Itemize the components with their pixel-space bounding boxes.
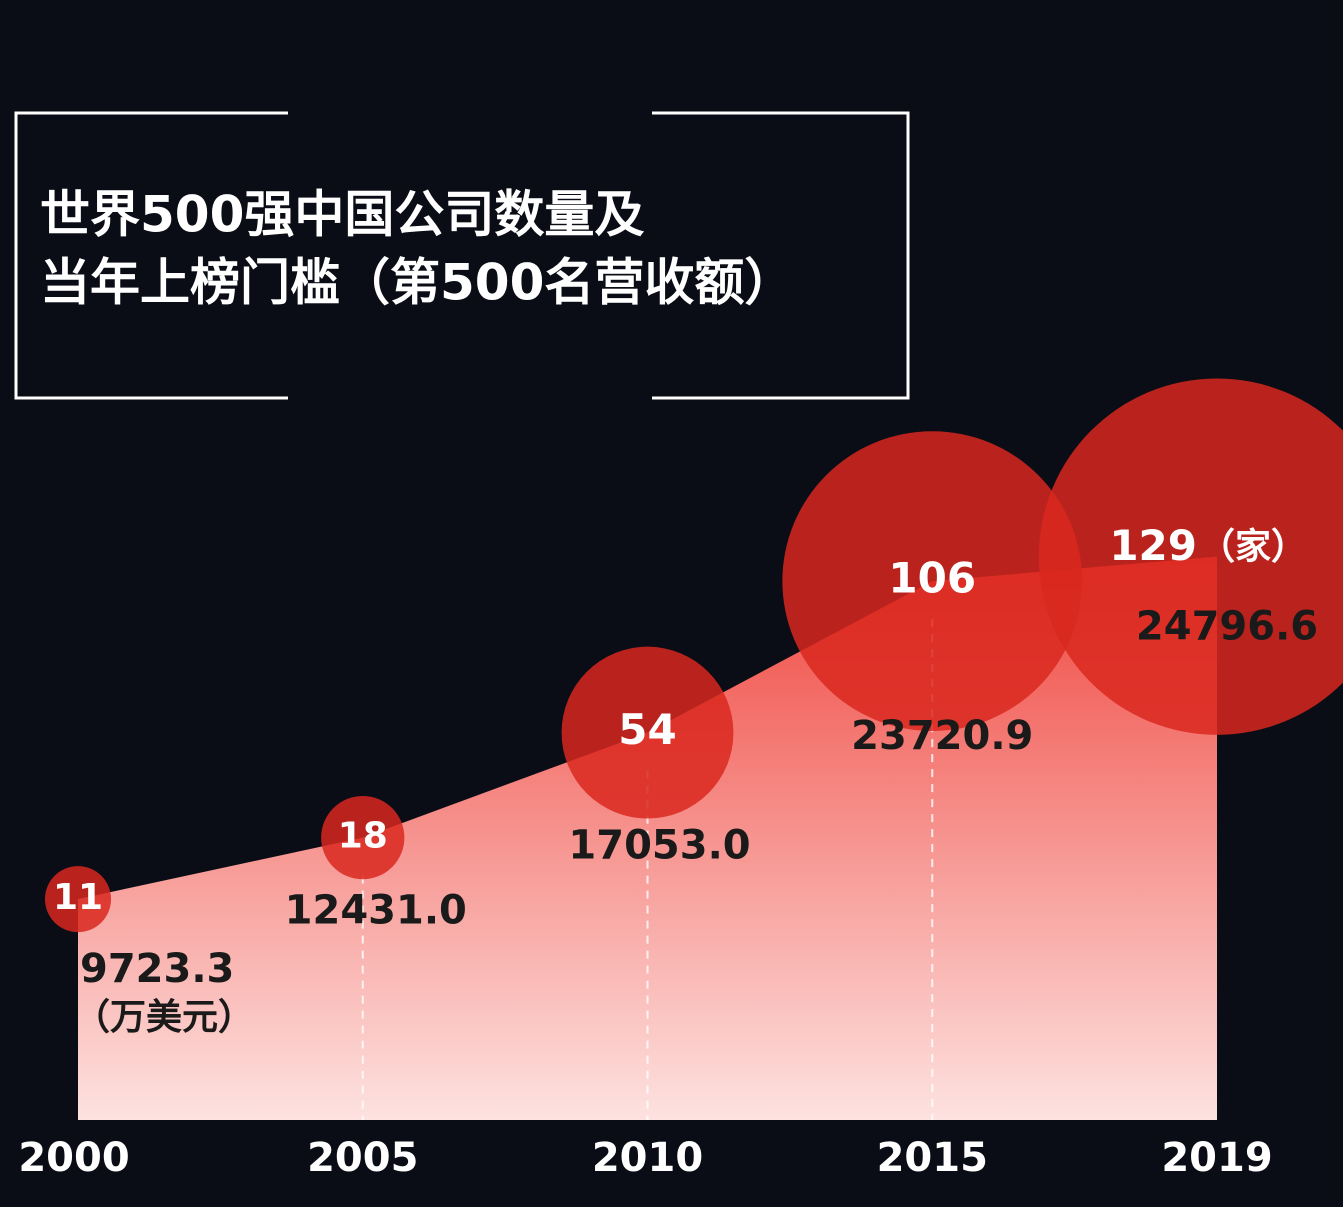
bubble (1038, 378, 1343, 735)
count-label: 106 (888, 554, 976, 603)
value-label: 12431.0 (285, 888, 467, 934)
count-label: 129 (1109, 521, 1197, 570)
bubble (321, 795, 405, 880)
bubble (782, 431, 1083, 731)
value-label: 17053.0 (568, 823, 750, 869)
count-label: 54 (618, 705, 676, 754)
bubble (44, 866, 112, 933)
count-unit: （家） (1199, 527, 1307, 568)
title-frame (14, 111, 910, 400)
value-label: 9723.3 (80, 946, 234, 992)
x-tick-label: 2005 (307, 1135, 418, 1181)
count-label: 11 (53, 877, 103, 918)
chart-title: 当年上榜门槛（第500名营收额） (40, 254, 794, 312)
value-label: 23720.9 (851, 713, 1033, 759)
value-label: 24796.6 (1136, 604, 1318, 650)
value-unit: （万美元） (74, 997, 254, 1038)
x-tick-label: 2019 (1161, 1135, 1272, 1181)
chart-title: 世界500强中国公司数量及 (40, 186, 644, 244)
bubble (561, 646, 734, 819)
x-tick-label: 2000 (18, 1135, 129, 1181)
x-tick-label: 2010 (592, 1135, 703, 1181)
count-label: 18 (338, 816, 388, 857)
x-tick-label: 2015 (877, 1135, 988, 1181)
